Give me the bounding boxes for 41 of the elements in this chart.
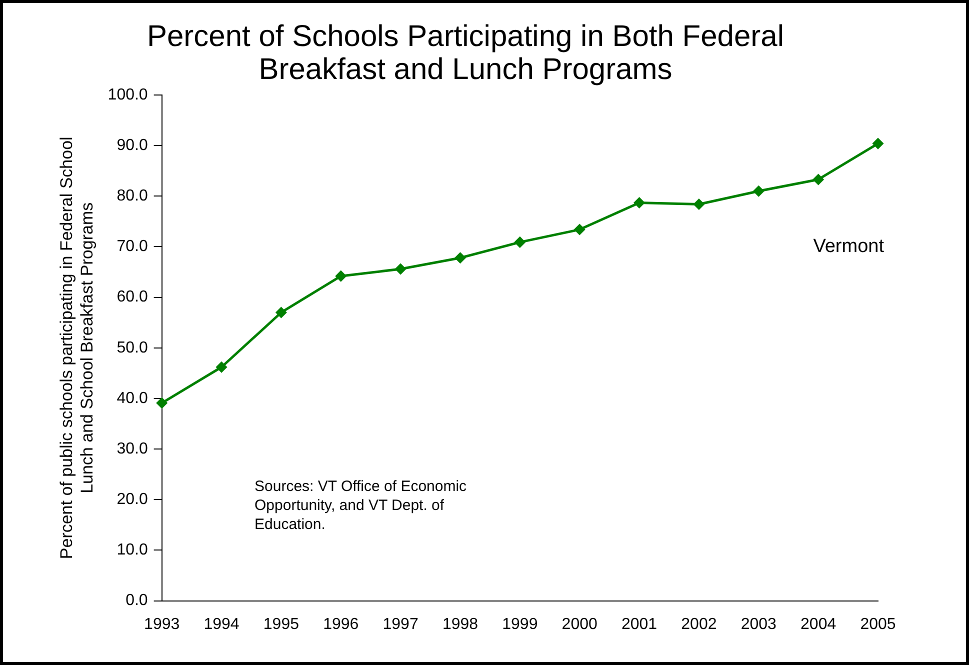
point: [813, 174, 824, 185]
point: [753, 186, 764, 196]
y-tick-label: 10.0: [116, 542, 148, 559]
text: Vermont: [813, 236, 885, 257]
x-tick-label: 1993: [144, 616, 180, 633]
x-tick-label: 2003: [740, 616, 777, 633]
y-tick-label: 60.0: [116, 288, 148, 306]
x-tick-label: 2000: [562, 616, 598, 633]
chart-title: Percent of Schools Participating in Both Federal Breakfast and Lunch Programs: [146, 20, 784, 86]
y-tick-label: 100.0: [108, 86, 148, 104]
x-tick-label: 1997: [382, 616, 418, 633]
x-tick-label: 1996: [323, 616, 359, 633]
point: [634, 197, 645, 208]
point: [156, 398, 168, 408]
x-tick-label: 1994: [204, 616, 240, 633]
y-tick-label: 20.0: [116, 491, 148, 508]
x-tick-label: 2004: [800, 616, 836, 633]
y-tick-label: 30.0: [116, 440, 148, 458]
point: [395, 264, 406, 274]
annotation: Sources: VT Office of Economic Opportunity, and VT Dept. of Education.: [254, 478, 468, 534]
y-tick-label: 70.0: [116, 238, 148, 256]
x-tick-label: 1999: [502, 616, 538, 633]
point: [694, 199, 704, 210]
y-axis-title: Percent of public schools participating in Federal School Lunch and School Breakfast Programs: [56, 136, 96, 560]
point: [276, 307, 286, 318]
x-tick-label: 1998: [442, 616, 478, 633]
point: [336, 270, 346, 282]
point: [574, 224, 585, 235]
y-tick-label: 40.0: [116, 390, 148, 407]
y-tick-label: 0.0: [126, 592, 148, 610]
point: [514, 236, 526, 248]
x-tick-label: 1995: [263, 616, 300, 633]
y-tick-label: 90.0: [116, 136, 148, 154]
point: [216, 362, 227, 372]
x-tick-label: 2005: [860, 616, 896, 633]
x-tick-label: 2002: [681, 616, 717, 633]
y-tick-label: 80.0: [116, 188, 148, 205]
y-tick-label: 50.0: [116, 339, 148, 356]
point: [454, 252, 466, 264]
point: [872, 138, 884, 149]
x-tick-label: 2001: [621, 616, 658, 633]
